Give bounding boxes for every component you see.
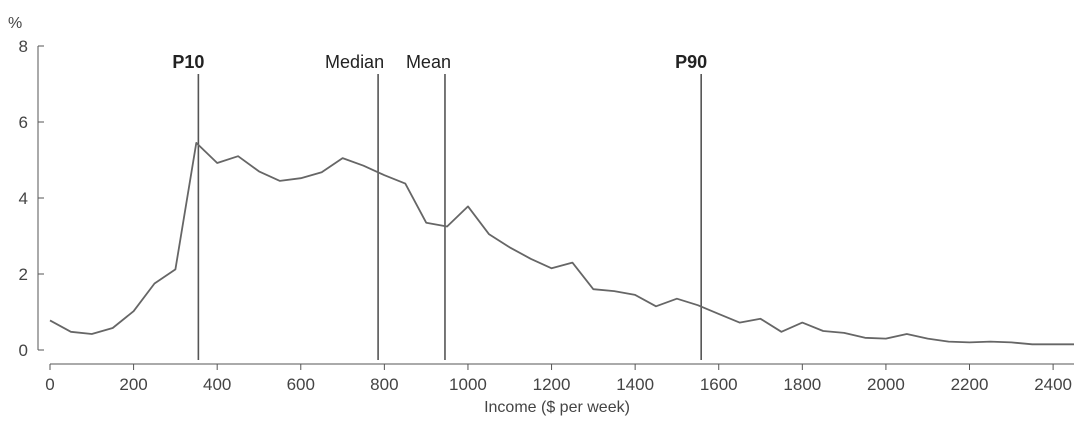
- axes: 0 2 4 6 8 0 200 400 600 800 1000 1200 1400 1600 1800 20…: [19, 37, 1074, 394]
- marker-label-p10: P10: [172, 52, 204, 72]
- x-tick-label: 2400: [1034, 375, 1072, 394]
- x-tick-label: 1800: [783, 375, 821, 394]
- series-line: [50, 143, 1074, 344]
- x-tick-label: 400: [203, 375, 231, 394]
- x-axis-title: Income ($ per week): [484, 399, 630, 416]
- x-tick-label: 1200: [533, 375, 571, 394]
- y-tick-label: 0: [19, 341, 28, 360]
- marker-label-p90: P90: [675, 52, 707, 72]
- x-tick-label: 1000: [449, 375, 487, 394]
- x-tick-label: 1600: [700, 375, 738, 394]
- x-tick-label: 1400: [616, 375, 654, 394]
- marker-label-median: Median: [325, 52, 384, 72]
- x-tick-label: 2000: [867, 375, 905, 394]
- y-tick-label: 6: [19, 113, 28, 132]
- x-tick-label: 600: [287, 375, 315, 394]
- series-group: [50, 143, 1074, 344]
- x-tick-label: 800: [370, 375, 398, 394]
- marker-label-mean: Mean: [406, 52, 451, 72]
- y-axis-unit-label: %: [8, 15, 22, 32]
- x-tick-label: 200: [119, 375, 147, 394]
- annotation-lines: P10 Median Mean P90: [172, 52, 707, 360]
- x-tick-label: 0: [45, 375, 54, 394]
- x-tick-label: 2200: [951, 375, 989, 394]
- y-tick-label: 4: [19, 189, 28, 208]
- y-tick-label: 8: [19, 37, 28, 56]
- y-tick-label: 2: [19, 265, 28, 284]
